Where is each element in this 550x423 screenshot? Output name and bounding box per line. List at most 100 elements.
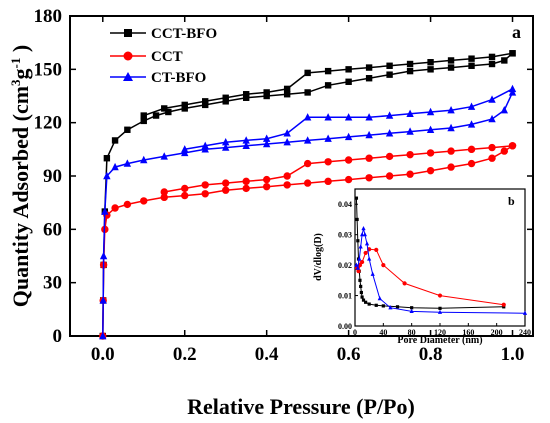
data-point-ct-bfo-adsorption xyxy=(447,123,455,132)
data-point-cct-bfo-adsorption xyxy=(263,92,270,100)
inset-data-point-ct-bfo xyxy=(367,256,372,261)
panel-label-b: b xyxy=(508,194,515,208)
y-tick-label: 180 xyxy=(34,6,63,27)
data-point-cct-bfo-adsorption xyxy=(406,67,414,75)
data-point-ct-bfo-desorption xyxy=(344,113,353,121)
legend-marker-cct xyxy=(123,51,133,61)
data-point-ct-bfo-adsorption xyxy=(99,296,107,304)
data-point-ct-bfo-desorption xyxy=(488,95,496,103)
data-point-cct-desorption xyxy=(262,175,271,184)
inset-data-point-cct-bfo xyxy=(438,306,442,310)
data-point-cct-adsorption xyxy=(324,177,332,186)
data-point-cct-adsorption xyxy=(160,193,168,202)
data-point-cct-bfo-adsorption xyxy=(242,94,250,101)
x-tick-label: 0.0 xyxy=(91,344,115,365)
data-point-ct-bfo-adsorption xyxy=(262,139,271,148)
data-point-ct-bfo-adsorption xyxy=(500,106,509,114)
data-point-cct-adsorption xyxy=(344,175,353,184)
x-tick-label: 1.0 xyxy=(501,344,525,365)
series-line-cct-bfo-adsorption xyxy=(102,52,513,337)
data-point-cct-bfo-desorption xyxy=(304,69,311,77)
inset-data-point-cct-bfo xyxy=(355,217,359,222)
data-point-cct-bfo-adsorption xyxy=(386,71,393,78)
legend: CCT-BFO CCT CT-BFO xyxy=(110,26,217,86)
data-point-cct-bfo-adsorption xyxy=(111,137,119,144)
data-point-cct-adsorption xyxy=(123,200,132,209)
inset-data-point-cct xyxy=(437,293,443,298)
data-point-cct-adsorption xyxy=(221,186,230,194)
data-point-cct-desorption xyxy=(467,145,476,154)
data-point-cct-bfo-desorption xyxy=(283,85,291,93)
data-point-cct-bfo-adsorption xyxy=(124,126,131,133)
inset-data-point-cct-bfo xyxy=(354,196,359,200)
data-point-ct-bfo-adsorption xyxy=(283,138,291,146)
panel-label-a: a xyxy=(512,22,521,42)
inset-data-point-cct-bfo xyxy=(358,278,362,282)
data-point-cct-bfo-desorption xyxy=(263,89,270,96)
inset-x-tick-label: 240 xyxy=(519,328,531,337)
data-point-cct-desorption xyxy=(303,159,312,168)
data-point-cct-bfo-adsorption xyxy=(304,89,311,96)
data-point-cct-bfo-desorption xyxy=(447,57,455,64)
data-point-cct-desorption xyxy=(344,156,353,164)
data-point-cct-bfo-adsorption xyxy=(202,101,209,109)
inset-data-point-cct-bfo xyxy=(395,305,400,309)
inset-data-point-cct-bfo xyxy=(367,302,371,306)
data-point-cct-desorption xyxy=(385,152,394,161)
data-point-cct-desorption xyxy=(181,184,189,193)
data-point-cct-bfo-adsorption xyxy=(152,112,160,119)
data-point-ct-bfo-adsorption xyxy=(365,130,373,139)
inset-y-tick-label: 0.03 xyxy=(338,231,352,240)
data-point-cct-adsorption xyxy=(242,184,250,193)
data-point-cct-bfo-adsorption xyxy=(181,105,188,112)
inset-data-point-cct xyxy=(374,247,379,252)
data-point-cct-bfo-desorption xyxy=(509,50,516,57)
data-point-cct-desorption xyxy=(365,154,373,162)
y-tick-label: 120 xyxy=(34,113,63,134)
data-point-cct-adsorption xyxy=(140,197,148,205)
inset-y-tick-label: 0.00 xyxy=(338,322,352,331)
inset-data-point-cct-bfo xyxy=(356,239,360,243)
inset-y-tick-label: 0.01 xyxy=(338,292,352,301)
inset-x-tick-label: 0 xyxy=(353,328,357,337)
inset-data-point-ct-bfo xyxy=(362,232,368,237)
data-point-cct-bfo-desorption xyxy=(202,98,209,105)
inset-data-point-ct-bfo xyxy=(358,244,363,249)
inset-data-point-cct-bfo xyxy=(359,290,363,295)
inset-data-point-ct-bfo xyxy=(377,296,382,301)
data-point-cct-bfo-adsorption xyxy=(501,57,508,64)
data-point-cct-bfo-desorption xyxy=(181,101,188,109)
data-point-ct-bfo-adsorption xyxy=(123,159,132,167)
data-point-ct-bfo-desorption xyxy=(426,107,435,116)
data-point-ct-bfo-desorption xyxy=(303,113,312,121)
data-point-cct-adsorption xyxy=(111,204,119,212)
data-point-ct-bfo-adsorption xyxy=(242,141,250,149)
inset-data-point-ct-bfo xyxy=(522,310,528,315)
data-point-cct-adsorption xyxy=(181,191,189,200)
inset-data-point-cct xyxy=(356,269,361,274)
data-point-ct-bfo-desorption xyxy=(262,134,271,142)
data-point-ct-bfo-adsorption xyxy=(467,120,476,128)
data-point-cct-bfo-adsorption xyxy=(488,60,496,68)
data-point-ct-bfo-adsorption xyxy=(103,171,111,180)
data-point-cct-bfo-desorption xyxy=(386,62,393,69)
data-point-cct-adsorption xyxy=(365,174,373,182)
data-point-cct-bfo-desorption xyxy=(161,105,168,112)
inset-data-point-cct-bfo xyxy=(360,295,364,299)
data-point-ct-bfo-desorption xyxy=(201,141,209,149)
data-point-cct-desorption xyxy=(242,177,250,186)
data-point-ct-bfo-desorption xyxy=(283,129,291,137)
y-axis-title-sup2: -1 xyxy=(8,58,23,69)
data-point-cct-adsorption xyxy=(467,159,476,168)
data-point-cct-bfo-desorption xyxy=(242,91,250,98)
data-point-cct-bfo-desorption xyxy=(427,59,434,66)
data-point-cct-bfo-desorption xyxy=(324,67,332,75)
x-tick-label: 0.2 xyxy=(173,344,197,365)
data-point-ct-bfo-desorption xyxy=(221,138,230,146)
data-point-cct-bfo-adsorption xyxy=(103,155,111,162)
data-point-cct-desorption xyxy=(447,147,455,155)
data-point-cct-adsorption xyxy=(283,181,291,189)
data-point-ct-bfo-adsorption xyxy=(99,331,107,340)
inset-data-point-ct-bfo xyxy=(437,309,443,314)
data-point-ct-bfo-adsorption xyxy=(303,136,312,144)
